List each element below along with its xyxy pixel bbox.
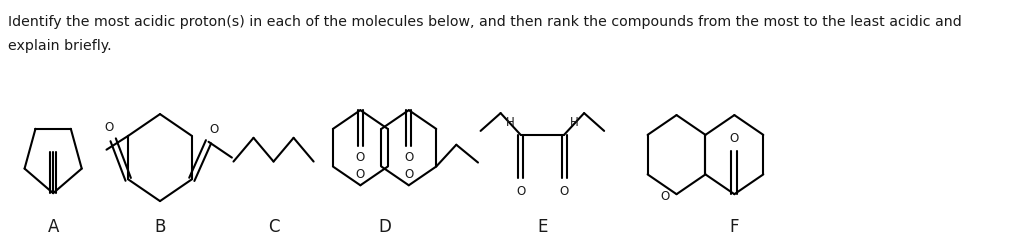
Text: O: O — [210, 123, 219, 136]
Text: B: B — [155, 218, 166, 236]
Text: Identify the most acidic proton(s) in each of the molecules below, and then rank: Identify the most acidic proton(s) in ea… — [8, 15, 962, 29]
Text: O: O — [660, 190, 670, 203]
Text: O: O — [559, 185, 568, 198]
Text: H: H — [506, 116, 515, 130]
Text: A: A — [47, 218, 58, 236]
Text: O: O — [404, 168, 414, 181]
Text: O: O — [355, 168, 365, 181]
Text: O: O — [104, 122, 114, 135]
Text: D: D — [378, 218, 391, 236]
Text: C: C — [268, 218, 280, 236]
Text: O: O — [516, 185, 525, 198]
Text: H: H — [569, 116, 579, 130]
Text: explain briefly.: explain briefly. — [8, 39, 112, 53]
Text: E: E — [538, 218, 548, 236]
Text: F: F — [730, 218, 739, 236]
Text: O: O — [730, 132, 739, 145]
Text: O: O — [355, 151, 365, 164]
Text: O: O — [404, 151, 414, 164]
